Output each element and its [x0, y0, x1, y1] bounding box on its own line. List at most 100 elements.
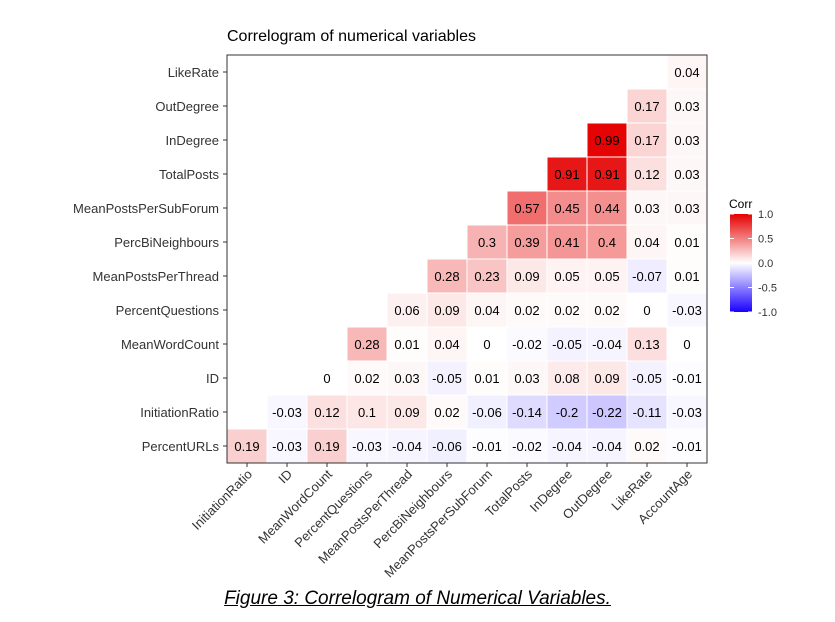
heatmap-cell	[547, 259, 587, 293]
heatmap-cell	[467, 327, 507, 361]
cell-value-label: -0.02	[512, 439, 542, 454]
heatmap-cell	[547, 293, 587, 327]
cells-layer: 0.04 0.17 0.03 0.99 0.17 0.03 0.91 0.91 0.12 0.03…	[227, 55, 707, 463]
cell-value-label: -0.14	[512, 405, 542, 420]
cell-value-label: 0.23	[474, 269, 499, 284]
heatmap-cell	[587, 395, 627, 429]
cell-value-label: 0.19	[234, 439, 259, 454]
cell-value-label: 0.39	[514, 235, 539, 250]
cell-value-label: 0.02	[434, 405, 459, 420]
legend-tick-label: 0.0	[758, 258, 773, 270]
cell-value-label: 0.04	[674, 65, 699, 80]
heatmap-cell	[307, 429, 347, 463]
cell-value-label: 0.17	[634, 99, 659, 114]
heatmap-cell	[387, 327, 427, 361]
cell-value-label: -0.06	[432, 439, 462, 454]
heatmap-cell	[387, 361, 427, 395]
heatmap-cell	[467, 293, 507, 327]
heatmap-cell	[547, 157, 587, 191]
cell-value-label: 0.12	[634, 167, 659, 182]
plot-panel	[226, 54, 708, 464]
heatmap-cell	[667, 259, 707, 293]
cell-value-label: 0.09	[594, 371, 619, 386]
heatmap-cell	[587, 191, 627, 225]
heatmap-cell	[307, 361, 347, 395]
figure-caption: Figure 3: Correlogram of Numerical Varia…	[224, 588, 611, 609]
heatmap-cell	[467, 361, 507, 395]
cell-value-label: -0.01	[672, 439, 702, 454]
heatmap-cell	[507, 293, 547, 327]
chart-title: Correlogram of numerical variables	[227, 28, 476, 45]
heatmap-cell	[267, 429, 307, 463]
cell-value-label: 0.03	[674, 133, 699, 148]
legend-tick-label: -1.0	[758, 307, 777, 319]
cell-value-label: -0.04	[592, 439, 622, 454]
heatmap-cell	[507, 225, 547, 259]
cell-value-label: 0.04	[434, 337, 459, 352]
y-tick-label: ID	[206, 371, 219, 386]
cell-value-label: 0.45	[554, 201, 579, 216]
heatmap-cell	[507, 361, 547, 395]
y-tick-label: MeanWordCount	[121, 337, 219, 352]
heatmap-cell	[667, 157, 707, 191]
cell-value-label: -0.03	[672, 303, 702, 318]
heatmap-cell	[427, 259, 467, 293]
legend-colorbar	[730, 214, 752, 312]
y-tick-label: OutDegree	[155, 99, 219, 114]
y-tick-label: PercentQuestions	[116, 303, 220, 318]
heatmap-cell	[547, 395, 587, 429]
heatmap-cell	[507, 429, 547, 463]
heatmap-cell	[587, 157, 627, 191]
heatmap-cell	[507, 327, 547, 361]
y-tick-label: InDegree	[166, 133, 219, 148]
cell-value-label: 0.57	[514, 201, 539, 216]
cell-value-label: 0.01	[474, 371, 499, 386]
cell-value-label: -0.2	[556, 405, 578, 420]
heatmap-cell	[387, 293, 427, 327]
cell-value-label: 0.28	[354, 337, 379, 352]
cell-value-label: -0.22	[592, 405, 622, 420]
cell-value-label: 0.01	[394, 337, 419, 352]
heatmap-cell	[507, 191, 547, 225]
heatmap-cell	[507, 395, 547, 429]
cell-value-label: 0.28	[434, 269, 459, 284]
heatmap-cell	[227, 429, 267, 463]
cell-value-label: 0.05	[594, 269, 619, 284]
heatmap-cell	[587, 327, 627, 361]
cell-value-label: -0.05	[432, 371, 462, 386]
heatmap-cell	[467, 395, 507, 429]
cell-value-label: -0.07	[632, 269, 662, 284]
cell-value-label: 0.09	[434, 303, 459, 318]
y-tick-label: InitiationRatio	[140, 405, 219, 420]
heatmap-cell	[627, 361, 667, 395]
cell-value-label: 0.08	[554, 371, 579, 386]
cell-value-label: 0.02	[554, 303, 579, 318]
heatmap-cell	[387, 395, 427, 429]
cell-value-label: -0.01	[472, 439, 502, 454]
heatmap-cell	[667, 55, 707, 89]
heatmap-cell	[627, 123, 667, 157]
legend: 1.0 0.5 0.0 -0.5 -1.0	[730, 209, 777, 319]
cell-value-label: 0.02	[634, 439, 659, 454]
cell-value-label: -0.03	[272, 439, 302, 454]
cell-value-label: 0.91	[594, 167, 619, 182]
cell-value-label: -0.04	[592, 337, 622, 352]
cell-value-label: 0	[683, 337, 690, 352]
heatmap-cell	[667, 395, 707, 429]
cell-value-label: 0.12	[314, 405, 339, 420]
heatmap-cell	[667, 89, 707, 123]
cell-value-label: 0.17	[634, 133, 659, 148]
cell-value-label: 0.04	[474, 303, 499, 318]
correlogram-heatmap: 0.04 0.17 0.03 0.99 0.17 0.03 0.91 0.91 0.12 0.03…	[73, 54, 777, 580]
cell-value-label: 0.03	[674, 201, 699, 216]
y-tick-label: PercBiNeighbours	[114, 235, 219, 250]
cell-value-label: 0.01	[674, 235, 699, 250]
heatmap-cell	[547, 191, 587, 225]
heatmap-cell	[547, 327, 587, 361]
cell-value-label: -0.04	[392, 439, 422, 454]
cell-value-label: 0.03	[674, 99, 699, 114]
heatmap-cell	[307, 395, 347, 429]
heatmap-cell	[587, 259, 627, 293]
heatmap-cell	[587, 429, 627, 463]
cell-value-label: -0.03	[272, 405, 302, 420]
